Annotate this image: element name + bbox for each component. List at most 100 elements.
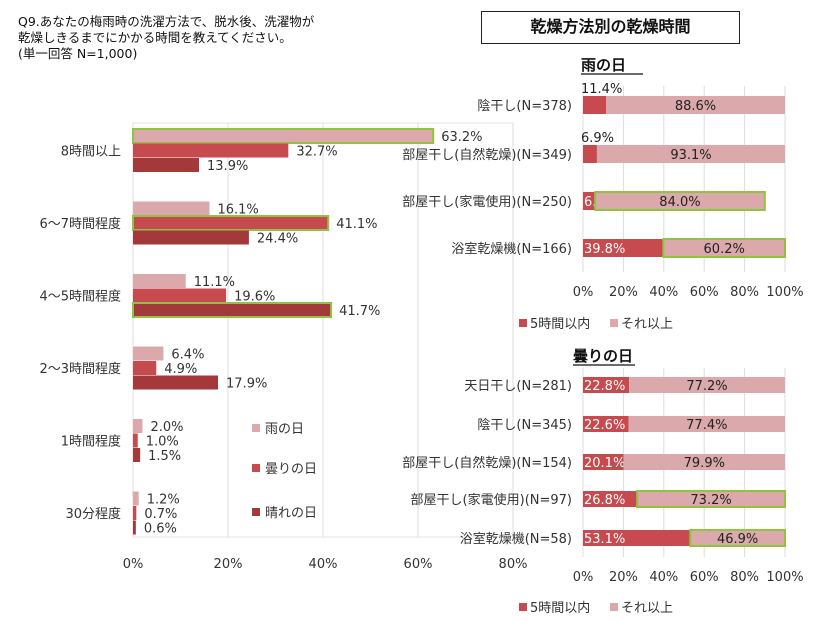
- right-legend-label: それ以上: [621, 601, 673, 616]
- right-data-label: 77.4%: [686, 418, 727, 433]
- right-category-label: 陰干し(N=378): [477, 99, 572, 114]
- left-data-label: 63.2%: [441, 130, 482, 145]
- right-x-tick: 80%: [730, 570, 759, 585]
- question-line-2: 乾燥しきるまでにかかる時間を教えてください。: [18, 30, 292, 45]
- left-data-label: 41.1%: [336, 217, 377, 232]
- left-data-label: 4.9%: [164, 362, 197, 377]
- right-bar-segment: [583, 530, 691, 546]
- left-bar: [133, 158, 200, 172]
- right-bar-segment: [583, 416, 629, 432]
- question-line-1: Q9.あなたの梅雨時の洗濯方法で、脱水後、洗濯物が: [18, 14, 315, 29]
- left-bar: [132, 128, 435, 144]
- left-category-label: 30分程度: [65, 506, 121, 522]
- right-x-tick: 100%: [766, 570, 803, 585]
- right-data-label: 60.2%: [704, 242, 745, 257]
- left-data-label: 0.7%: [144, 507, 177, 522]
- right-legend-label: 5時間以内: [530, 316, 590, 332]
- right-category-label: 天日干し(N=281): [464, 379, 572, 394]
- left-x-tick: 20%: [214, 557, 243, 572]
- right-bar-segment: [583, 239, 664, 257]
- left-data-label: 1.0%: [146, 435, 179, 450]
- left-bar: [133, 375, 219, 390]
- right-x-tick: 20%: [609, 285, 638, 300]
- right-bar-segment: [623, 454, 785, 470]
- left-legend-swatch: [252, 508, 260, 516]
- left-data-label: 6.4%: [171, 348, 204, 363]
- right-data-label: 84.0%: [659, 195, 700, 210]
- right-data-label: 22.8%: [584, 379, 625, 394]
- right-bar-segment: [583, 454, 624, 470]
- right-bar-segment: [606, 96, 785, 114]
- right-bar-segment: [583, 192, 596, 210]
- right-x-tick: 0%: [573, 570, 594, 585]
- left-legend-swatch: [252, 464, 260, 472]
- right-data-label: 22.6%: [584, 418, 625, 433]
- left-legend-label: 雨の日: [265, 422, 304, 437]
- question-text: Q9.あなたの梅雨時の洗濯方法で、脱水後、洗濯物が 乾燥しきるまでにかかる時間を…: [18, 14, 314, 62]
- right-bar-segment: [583, 96, 607, 114]
- right-data-label: 39.8%: [584, 242, 625, 257]
- right-bar-segment: [662, 238, 786, 258]
- left-x-tick: 60%: [404, 557, 433, 572]
- left-bar: [133, 274, 186, 288]
- right-data-label: 79.9%: [684, 456, 725, 471]
- right-data-label: 11.4%: [581, 82, 622, 97]
- left-data-label: 17.9%: [226, 377, 267, 392]
- right-legend-label: 5時間以内: [530, 600, 590, 616]
- right-data-label: 88.6%: [675, 99, 716, 114]
- left-data-label: 32.7%: [296, 145, 337, 160]
- right-x-tick: 80%: [730, 285, 759, 300]
- left-category-label: 1時間程度: [61, 434, 121, 450]
- right-data-label: 77.2%: [686, 379, 727, 394]
- left-bar: [133, 201, 210, 216]
- left-bar: [133, 448, 141, 462]
- right-data-label: 53.1%: [584, 532, 625, 547]
- right-x-tick: 40%: [649, 285, 678, 300]
- left-data-label: 24.4%: [257, 232, 298, 247]
- right-x-tick: 20%: [609, 570, 638, 585]
- right-data-label: 26.8%: [584, 493, 625, 508]
- left-data-label: 13.9%: [207, 159, 248, 174]
- left-bar: [133, 230, 249, 245]
- left-category-label: 4～5時間程度: [39, 289, 121, 305]
- right-data-label: 20.1%: [584, 456, 625, 471]
- right-data-label: 73.2%: [690, 493, 731, 508]
- right-category-label: 部屋干し(家電使用)(N=250): [402, 194, 572, 210]
- right-bar-segment: [636, 490, 786, 508]
- left-legend-label: 曇りの日: [265, 462, 317, 477]
- question-line-3: (単一回答 N=1,000): [18, 46, 138, 61]
- left-bar: [133, 506, 137, 520]
- right-category-label: 部屋干し(自然乾燥)(N=349): [402, 147, 572, 163]
- left-category-label: 2～3時間程度: [39, 361, 121, 377]
- left-data-label: 1.5%: [148, 449, 181, 464]
- right-x-tick: 60%: [690, 285, 719, 300]
- right-x-tick: 100%: [766, 285, 803, 300]
- left-legend-label: 晴れの日: [265, 506, 317, 521]
- right-bar-segment: [628, 416, 785, 432]
- left-data-label: 19.6%: [234, 290, 275, 305]
- left-bar: [133, 491, 139, 506]
- left-bar: [132, 215, 330, 231]
- right-bar-segment: [583, 491, 638, 507]
- right-legend-label: それ以上: [621, 317, 673, 332]
- right-data-label: 46.9%: [717, 532, 758, 547]
- left-x-tick: 0%: [123, 557, 144, 572]
- right-subtitle: 雨の日: [581, 56, 626, 74]
- right-category-label: 陰干し(N=345): [477, 418, 572, 433]
- left-data-label: 41.7%: [339, 304, 380, 319]
- right-bar-segment: [583, 145, 597, 163]
- left-data-label: 1.2%: [147, 493, 180, 508]
- left-bar: [133, 361, 157, 375]
- left-data-label: 16.1%: [217, 203, 258, 218]
- right-legend-swatch: [519, 603, 527, 611]
- right-legend-swatch: [610, 319, 618, 327]
- right-x-tick: 40%: [649, 570, 678, 585]
- right-data-label: 93.1%: [670, 148, 711, 163]
- right-category-label: 部屋干し(家電使用)(N=97): [411, 492, 572, 508]
- right-bar-segment: [583, 377, 630, 393]
- left-category-label: 8時間以上: [61, 145, 121, 160]
- right-bar-segment: [594, 191, 766, 211]
- left-category-label: 6～7時間程度: [39, 216, 121, 232]
- left-x-tick: 40%: [309, 557, 338, 572]
